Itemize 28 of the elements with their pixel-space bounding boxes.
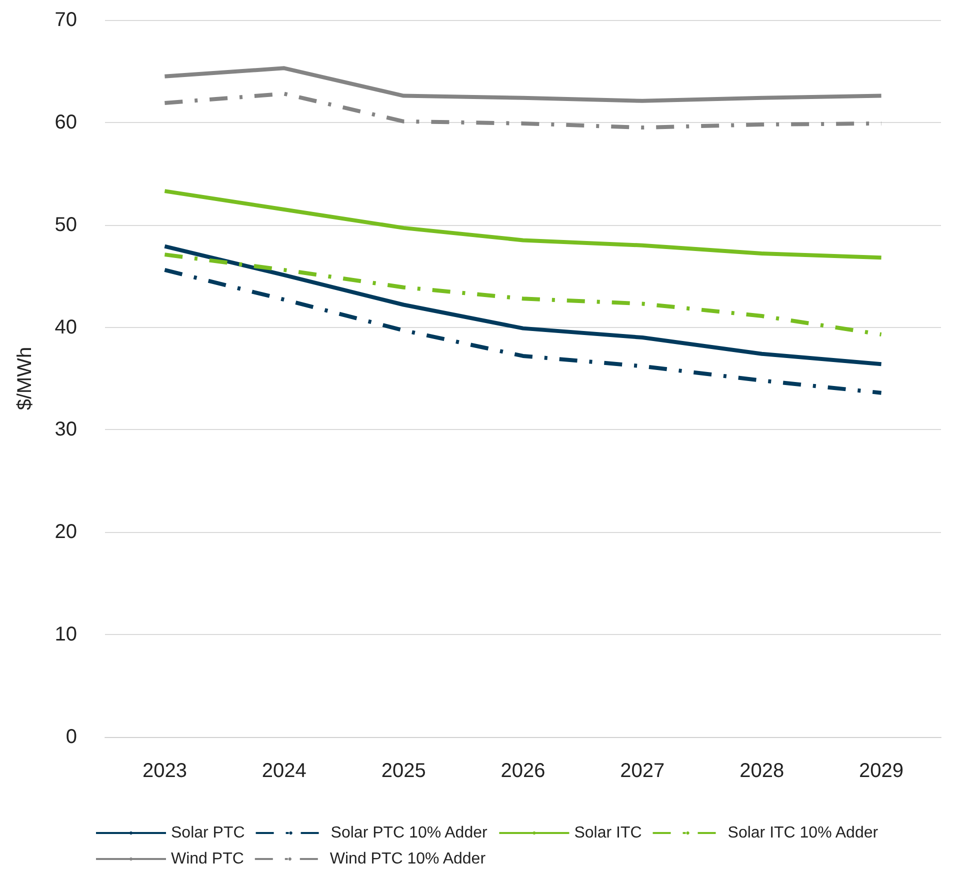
x-tick-label: 2026 [500,760,546,782]
legend-label: Wind PTC [171,850,244,868]
x-tick-label: 2025 [381,760,426,782]
y-tick-label: 40 [54,316,77,338]
y-tick-label: 0 [66,726,77,748]
legend-label: Solar ITC 10% Adder [728,824,879,842]
x-tick-label: 2023 [142,760,187,782]
y-tick-label: 50 [54,214,77,236]
y-tick-label: 20 [54,521,77,544]
legend-label: Wind PTC 10% Adder [330,850,486,868]
legend-label: Solar ITC [574,824,642,842]
legend-label: Solar PTC [171,824,245,842]
y-axis-title: $/MWh [14,346,36,410]
line-series [162,244,884,366]
y-tick-label: 10 [54,624,77,646]
line-series [162,252,884,336]
line-series [162,66,884,103]
y-tick-label: 70 [54,9,77,31]
x-tick-label: 2029 [859,760,904,782]
x-tick-label: 2027 [620,760,665,782]
legend-label: Solar PTC 10% Adder [330,824,488,842]
line-series [162,92,884,130]
y-tick-label: 30 [54,418,77,441]
x-tick-label: 2024 [262,760,306,782]
y-tick-label: 60 [54,111,77,134]
line-series [162,189,884,260]
line-series [162,268,884,395]
x-tick-label: 2028 [740,760,784,782]
